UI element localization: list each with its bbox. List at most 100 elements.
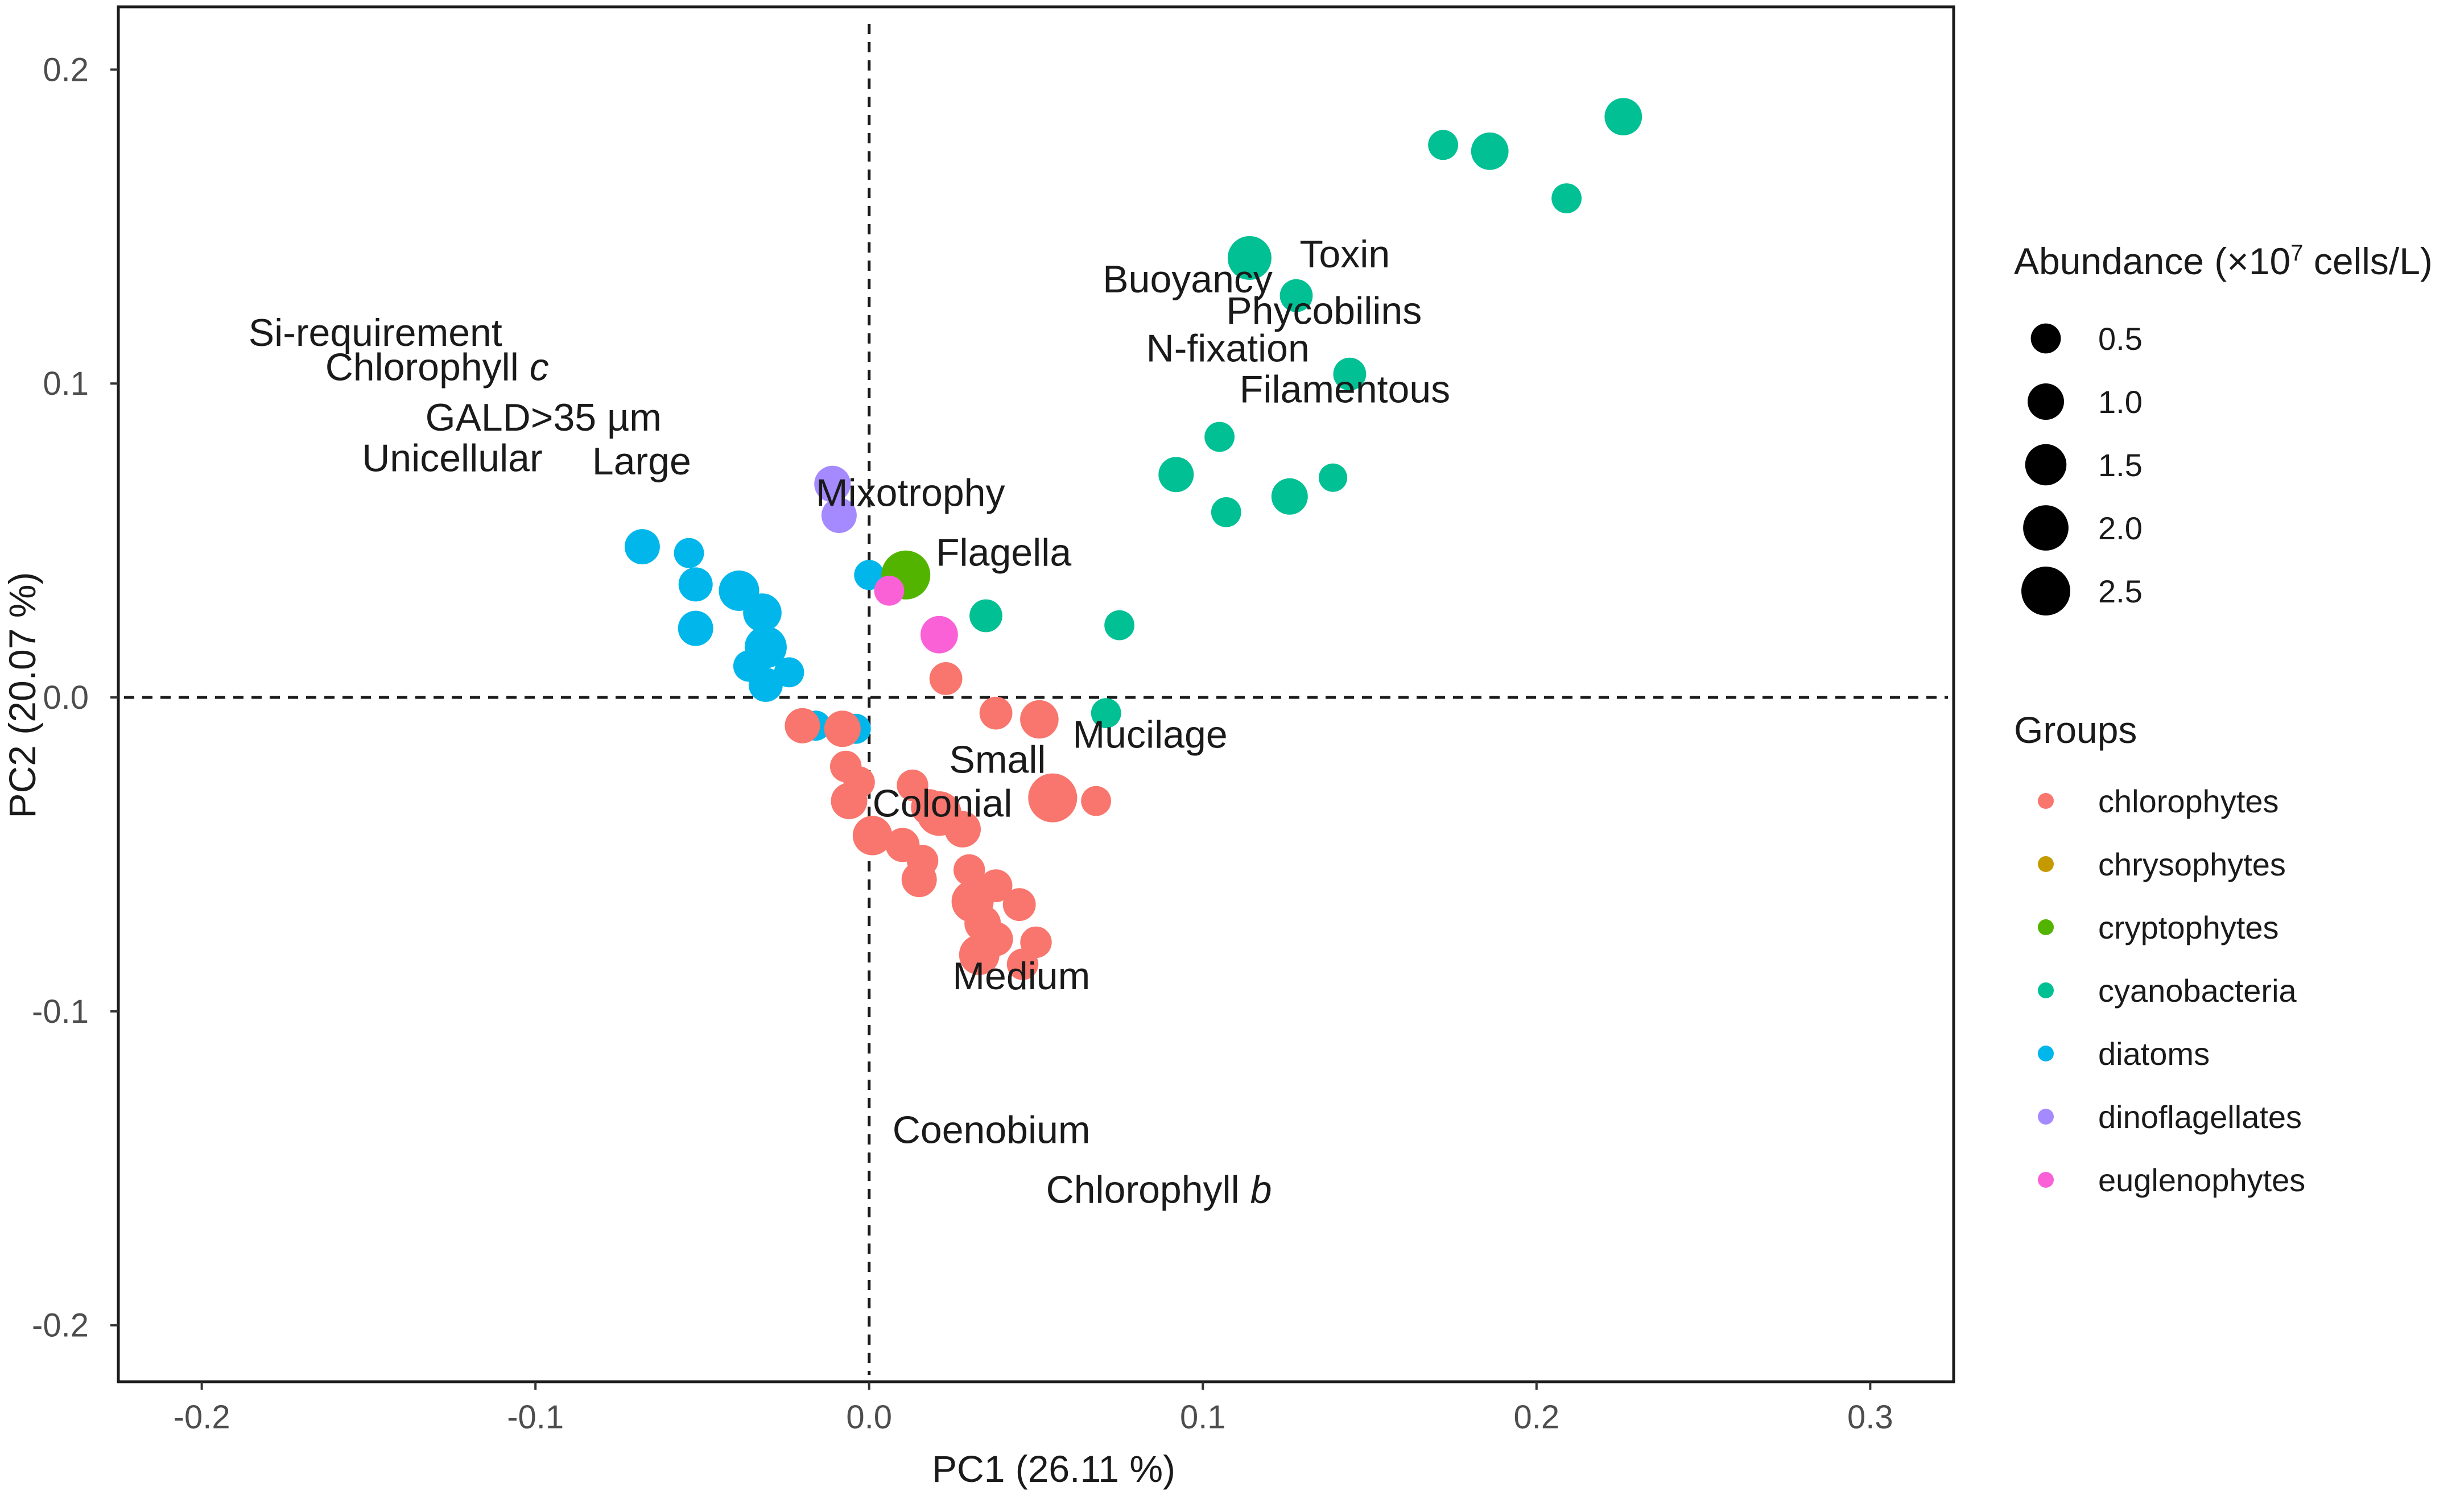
trait-label: N-fixation <box>1146 327 1310 370</box>
x-axis: -0.2 -0.1 0.0 0.1 0.2 0.3 <box>174 1382 1893 1436</box>
y-tick-label: 0.2 <box>43 51 89 88</box>
x-tick-label: -0.1 <box>507 1399 564 1436</box>
trait-label-text: Toxin <box>1299 233 1390 276</box>
trait-label: Filamentous <box>1240 367 1450 411</box>
point-cyanobacteria <box>1279 279 1313 312</box>
trait-label-text: N-fixation <box>1146 327 1310 370</box>
group-legend-key <box>2038 1172 2054 1188</box>
size-legend-label: 0.5 <box>2098 321 2143 357</box>
size-legend-label: 2.0 <box>2098 510 2143 546</box>
size-legend-label: 2.5 <box>2098 573 2143 609</box>
point-diatoms <box>678 610 713 646</box>
trait-label-italic: b <box>1250 1168 1272 1212</box>
x-tick-label: 0.3 <box>1847 1399 1893 1436</box>
point-cyanobacteria <box>1158 457 1194 493</box>
size-legend-entries: 0.5 1.0 1.5 2.0 2.5 <box>2021 321 2143 615</box>
trait-label: Small <box>950 738 1046 782</box>
size-legend-label: 1.5 <box>2098 447 2143 483</box>
trait-label: Medium <box>952 955 1090 998</box>
trait-label: Colonial <box>873 782 1013 825</box>
group-legend-label: diatoms <box>2098 1036 2210 1072</box>
point-diatoms <box>743 593 782 632</box>
trait-label-text: Small <box>950 738 1046 782</box>
trait-label: Chlorophyll b <box>1046 1168 1272 1212</box>
trait-label-italic: c <box>530 346 549 389</box>
point-chlorophytes <box>852 816 893 856</box>
trait-label-text: GALD>35 µm <box>426 396 662 439</box>
point-chlorophytes <box>831 783 868 820</box>
trait-label-text: Filamentous <box>1240 367 1450 411</box>
point-euglenophytes <box>921 615 958 654</box>
point-diatoms <box>674 538 704 568</box>
groups-legend-entries: chlorophytes chrysophytes cryptophytes cyan… <box>2038 783 2305 1198</box>
trait-label-text: Chlorophyll <box>1046 1168 1250 1212</box>
trait-label: Mucilage <box>1073 713 1228 756</box>
point-diatoms <box>774 657 804 688</box>
point-cyanobacteria <box>1319 463 1347 492</box>
point-euglenophytes <box>874 576 905 606</box>
group-legend-label: euglenophytes <box>2098 1162 2305 1198</box>
point-cyanobacteria <box>1104 610 1134 641</box>
point-chlorophytes <box>944 811 981 848</box>
group-legend-key <box>2038 1046 2054 1061</box>
trait-label: Flagella <box>936 531 1071 574</box>
trait-label-text: Medium <box>952 955 1090 998</box>
x-axis-title: PC1 (26.11 %) <box>932 1448 1175 1490</box>
trait-label-text: Coenobium <box>893 1109 1091 1152</box>
point-cyanobacteria <box>1551 183 1582 213</box>
y-axis: -0.2 -0.1 0.0 0.1 0.2 <box>32 51 118 1344</box>
group-legend-key <box>2038 982 2054 998</box>
group-legend-label: dinoflagellates <box>2098 1099 2302 1135</box>
trait-label: Phycobilins <box>1226 289 1422 332</box>
trait-label: Si-requirement <box>249 311 502 354</box>
series-cyanobacteria <box>969 98 1642 728</box>
size-legend-label: 1.0 <box>2098 384 2143 420</box>
point-cyanobacteria <box>1333 357 1367 391</box>
trait-label-text: Si-requirement <box>249 311 502 354</box>
size-legend-key <box>2025 444 2067 486</box>
group-legend-key <box>2038 856 2054 872</box>
group-legend-key <box>2038 919 2054 935</box>
y-tick-label: 0.0 <box>43 679 89 716</box>
point-cyanobacteria <box>1211 497 1241 527</box>
point-chlorophytes <box>785 708 820 743</box>
trait-label-text: Flagella <box>936 531 1071 574</box>
trait-label: Large <box>592 440 691 483</box>
y-tick-label: 0.1 <box>43 365 89 402</box>
point-cyanobacteria <box>969 599 1002 633</box>
point-diatoms <box>678 567 713 602</box>
series-chlorophytes <box>785 662 1111 980</box>
trait-label-text: Large <box>592 440 691 483</box>
trait-label-text: Colonial <box>873 782 1013 825</box>
point-chlorophytes <box>979 696 1013 730</box>
group-legend-label: chlorophytes <box>2098 783 2279 819</box>
point-chlorophytes <box>1002 888 1036 922</box>
group-legend-label: cryptophytes <box>2098 910 2279 945</box>
point-dinoflagellates <box>821 498 857 533</box>
series-diatoms <box>624 529 885 744</box>
group-legend-label: cyanobacteria <box>2098 973 2297 1009</box>
point-cyanobacteria <box>1428 130 1459 160</box>
x-tick-label: -0.2 <box>174 1399 230 1436</box>
size-legend-key <box>2021 567 2070 615</box>
point-chlorophytes <box>901 862 937 898</box>
trait-label-text: Buoyancy <box>1103 258 1273 301</box>
trait-label-text: Mixotrophy <box>816 471 1005 514</box>
point-cyanobacteria <box>1227 236 1272 280</box>
point-cyanobacteria <box>1604 98 1642 136</box>
series-euglenophytes <box>874 576 958 654</box>
y-tick-label: -0.1 <box>32 993 89 1030</box>
size-legend: Abundance (×107 cells/L) 0.5 1.0 1.5 2.0 2.5 <box>2014 240 2433 615</box>
x-tick-label: 0.2 <box>1513 1399 1559 1436</box>
y-tick-label: -0.2 <box>32 1307 89 1344</box>
x-tick-label: 0.1 <box>1180 1399 1226 1436</box>
series-dinoflagellates <box>814 465 857 533</box>
reference-lines <box>124 24 1948 1375</box>
point-chlorophytes <box>1020 700 1059 739</box>
trait-label-text: Chlorophyll <box>325 346 530 389</box>
trait-label-text: Mucilage <box>1073 713 1228 756</box>
group-legend-key <box>2038 793 2054 809</box>
point-cyanobacteria <box>1271 478 1308 515</box>
